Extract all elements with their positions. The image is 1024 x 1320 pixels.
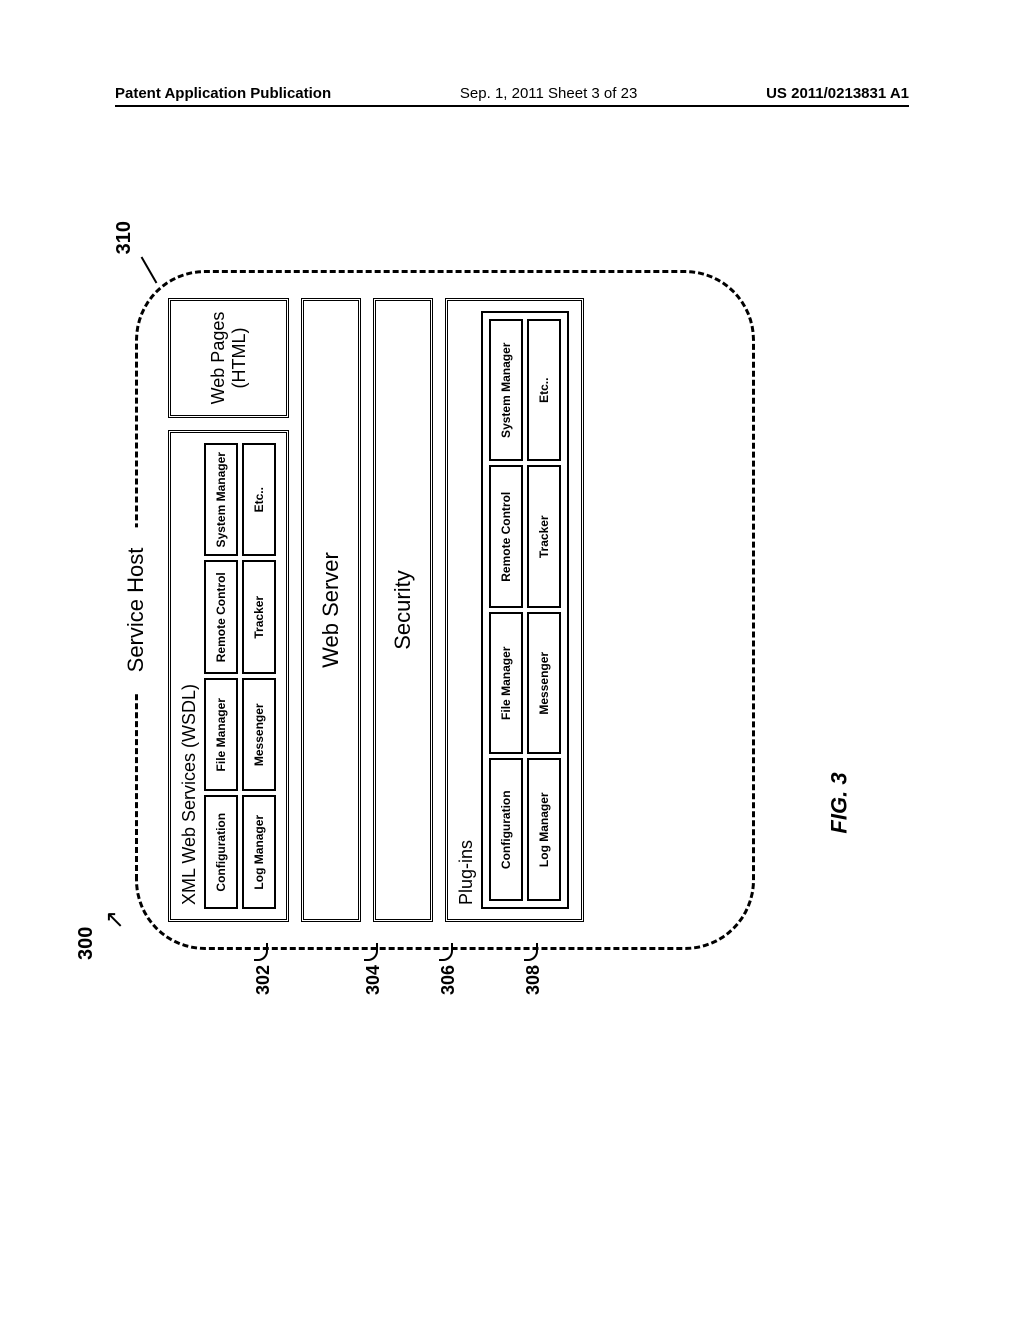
page-header: Patent Application Publication Sep. 1, 2… xyxy=(115,85,909,107)
plugin-cell-configuration: Configuration xyxy=(489,759,523,902)
ref-310: 310 xyxy=(113,221,136,254)
header-pub-number: US 2011/0213831 A1 xyxy=(766,85,909,102)
ref-304: 304 xyxy=(363,943,384,995)
plugin-cell-remote-control: Remote Control xyxy=(489,466,523,609)
layer-row-top: XML Web Services (WSDL) Configuration Fi… xyxy=(168,298,289,922)
plugin-cell-file-manager: File Manager xyxy=(489,612,523,755)
xml-grid: Configuration File Manager Remote Contro… xyxy=(204,443,276,909)
diagram-viewport: 300 ↗ Service Host 310 302 304 306 308 X… xyxy=(100,200,850,1000)
xml-title: XML Web Services (WSDL) xyxy=(179,443,200,905)
security-box: Security xyxy=(373,298,433,922)
xml-cell-log-manager: Log Manager xyxy=(242,796,276,910)
plugin-cell-log-manager: Log Manager xyxy=(527,759,561,902)
layer-row-plugins: Plug-ins Configuration File Manager Remo… xyxy=(445,298,584,922)
ref-curve-icon xyxy=(439,943,453,961)
plugins-box: Plug-ins Configuration File Manager Remo… xyxy=(445,298,584,922)
xml-cell-file-manager: File Manager xyxy=(204,678,238,792)
xml-cell-etc: Etc.. xyxy=(242,443,276,557)
xml-cell-system-manager: System Manager xyxy=(204,443,238,557)
plugins-inner: Configuration File Manager Remote Contro… xyxy=(481,311,569,909)
service-host-container: Service Host 310 302 304 306 308 XML Web… xyxy=(135,270,755,950)
layer-row-security: Security xyxy=(373,298,433,922)
ref-curve-icon xyxy=(524,943,538,961)
ref-302: 302 xyxy=(253,943,274,995)
web-pages-line1: Web Pages xyxy=(208,312,229,405)
ref-306: 306 xyxy=(438,943,459,995)
web-pages-box: Web Pages (HTML) xyxy=(168,298,289,418)
ref-300: 300 xyxy=(75,927,98,960)
plugin-cell-messenger: Messenger xyxy=(527,612,561,755)
ref-curve-icon xyxy=(254,943,268,961)
xml-cell-tracker: Tracker xyxy=(242,561,276,675)
diagram-rotated: 300 ↗ Service Host 310 302 304 306 308 X… xyxy=(135,250,815,950)
xml-web-services-box: XML Web Services (WSDL) Configuration Fi… xyxy=(168,430,289,922)
plugins-grid: Configuration File Manager Remote Contro… xyxy=(489,319,561,901)
ref-300-arrow-icon: ↗ xyxy=(100,910,129,930)
xml-cell-configuration: Configuration xyxy=(204,796,238,910)
ref-308: 308 xyxy=(523,943,544,995)
ref-310-leader-icon xyxy=(141,257,158,284)
xml-cell-remote-control: Remote Control xyxy=(204,561,238,675)
plugin-cell-etc: Etc.. xyxy=(527,319,561,462)
web-server-box: Web Server xyxy=(301,298,361,922)
plugin-cell-tracker: Tracker xyxy=(527,466,561,609)
service-host-title: Service Host xyxy=(123,528,149,693)
figure-label: FIG. 3 xyxy=(826,772,852,833)
xml-cell-messenger: Messenger xyxy=(242,678,276,792)
plugins-title: Plug-ins xyxy=(456,311,477,905)
web-pages-line2: (HTML) xyxy=(229,328,250,389)
ref-curve-icon xyxy=(364,943,378,961)
header-date-sheet: Sep. 1, 2011 Sheet 3 of 23 xyxy=(460,85,637,102)
header-publication: Patent Application Publication xyxy=(115,85,331,102)
plugin-cell-system-manager: System Manager xyxy=(489,319,523,462)
layer-row-webserver: Web Server xyxy=(301,298,361,922)
